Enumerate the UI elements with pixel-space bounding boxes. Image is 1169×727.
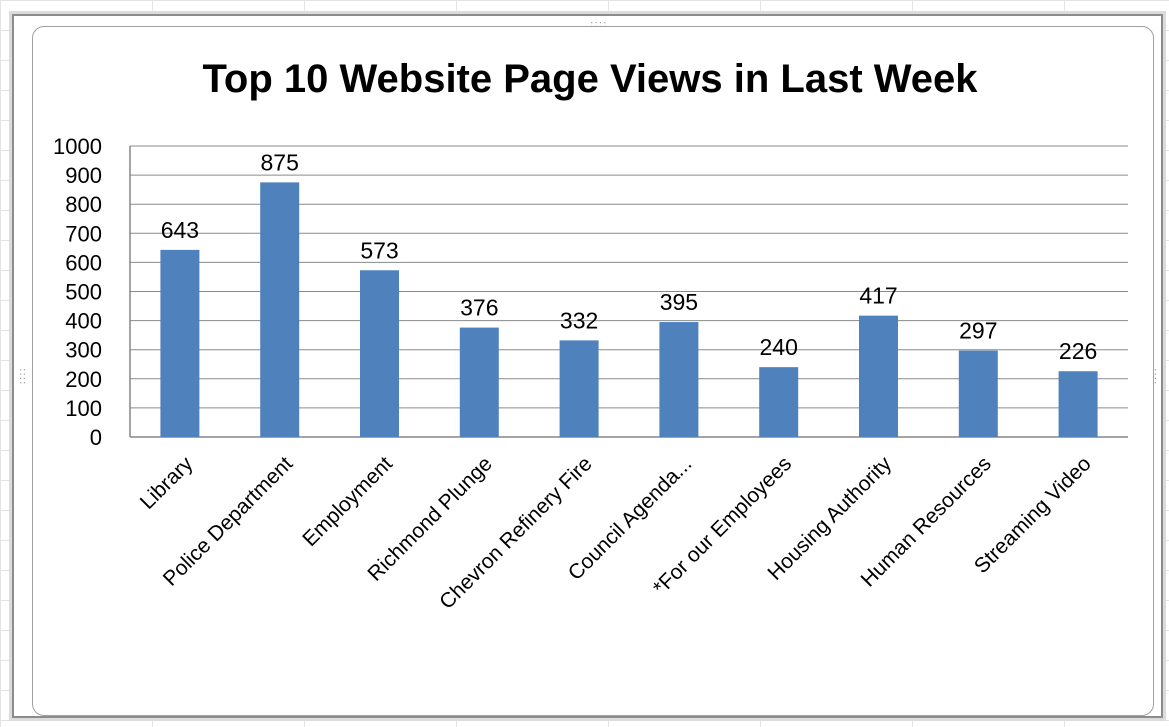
y-tick-label: 300 [65,338,102,363]
bar [559,340,599,437]
resize-handle-left[interactable]: :::: [17,368,28,386]
data-label: 875 [261,149,299,175]
data-label: 332 [560,307,598,333]
bar [659,322,699,437]
bar [360,270,399,437]
y-tick-label: 1000 [53,134,102,159]
data-label: 226 [1059,338,1097,364]
data-labels: 643 875 573 376 332 395 240 417 297 226 [161,149,1098,364]
bar [859,315,898,437]
data-label: 573 [360,237,398,263]
chart-title: Top 10 Website Page Views in Last Week [202,57,978,101]
resize-handle-top[interactable]: :::: [590,19,608,30]
x-tick-label: Library [136,452,198,514]
bar [260,182,300,437]
data-label: 297 [959,318,997,344]
y-tick-label: 400 [65,309,102,334]
data-label: 395 [660,289,698,315]
y-tick-label: 0 [90,425,102,450]
y-tick-label: 900 [65,163,102,188]
x-tick-label: Employment [298,452,397,551]
bar [1058,371,1098,437]
bar [759,367,799,437]
bar [160,249,200,437]
y-tick-label: 800 [65,192,102,217]
y-axis-ticks: 0 100 200 300 400 500 600 700 800 900 1000 [53,134,102,450]
y-tick-label: 600 [65,250,102,275]
y-tick-label: 700 [65,221,102,246]
y-tick-label: 200 [65,367,102,392]
data-label: 240 [760,334,798,360]
y-tick-label: 100 [65,396,102,421]
bar [459,327,499,437]
data-label: 643 [161,217,199,243]
data-label: 376 [460,295,498,321]
data-label: 417 [859,283,897,309]
y-tick-label: 500 [65,280,102,305]
bar [958,350,998,437]
bars [160,182,1098,437]
